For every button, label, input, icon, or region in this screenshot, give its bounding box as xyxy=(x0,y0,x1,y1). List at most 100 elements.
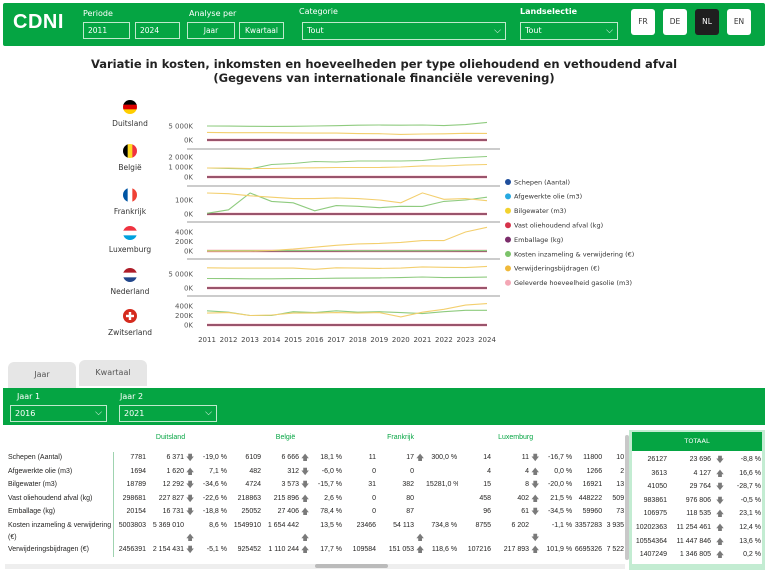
value-year1: 3357283 xyxy=(574,521,603,529)
flag-nl-icon xyxy=(123,268,137,273)
value-year1: 458 xyxy=(479,494,492,502)
value-year2: 10 xyxy=(616,454,625,461)
y-tick-label: 5 000K xyxy=(168,271,193,279)
arrow-up-icon: 🡅 xyxy=(531,493,540,503)
arrow-up-icon: 🡅 xyxy=(301,544,310,554)
value-year1: 1694 xyxy=(130,467,146,475)
value-year2: 13 xyxy=(616,481,625,488)
y-tick-label: 0K xyxy=(184,322,193,330)
x-tick-label: 2018 xyxy=(349,336,367,344)
flag-lu-icon xyxy=(123,235,137,240)
tab-kwartaal[interactable]: Kwartaal xyxy=(79,360,147,386)
country-label: Frankrijk xyxy=(114,207,147,216)
value-year1: 4 xyxy=(487,467,492,475)
row-label: Schepen (Aantal) xyxy=(5,452,114,466)
y-tick-label: 400K xyxy=(175,229,193,237)
series-bijdragen-line xyxy=(207,226,488,252)
jaar1-dropdown[interactable]: 2016 ⌵ xyxy=(10,405,107,422)
percent-change: -34,6 % xyxy=(202,481,227,488)
total-year2: 11 447 846 xyxy=(676,537,711,545)
legend-marker xyxy=(505,207,511,214)
percent-change xyxy=(425,466,458,480)
total-percent-change: -0,5 % xyxy=(740,496,761,504)
percent-change: 118,6 % xyxy=(431,545,458,553)
value-year1: 109584 xyxy=(352,545,377,553)
flag-be-icon xyxy=(123,144,128,158)
country-label: Zwitserland xyxy=(108,328,152,337)
totaal-row: 10202363 11 254 461 🡅 12,4 % xyxy=(632,522,762,536)
periode-to-input[interactable]: 2024 xyxy=(135,22,180,39)
flag-be-icon xyxy=(132,144,137,158)
y-tick-label: 100K xyxy=(175,197,193,205)
percent-change: -16,7 % xyxy=(547,454,573,461)
analyse-kwartaal-button[interactable]: Kwartaal xyxy=(239,22,284,39)
row-label: Kosten inzameling & verwijdering (€) xyxy=(5,519,114,544)
value-year1: 482 xyxy=(249,467,261,475)
jaar2-dropdown[interactable]: 2021 ⌵ xyxy=(119,405,217,422)
legend-marker xyxy=(505,179,511,185)
table-row: Verwijderingsbijdragen (€) 2456391 2 154 4… xyxy=(5,543,625,557)
value-year1: 0 xyxy=(372,467,377,475)
horizontal-scrollbar-thumb[interactable] xyxy=(315,564,388,568)
lang-nl-button[interactable]: NL xyxy=(695,9,719,35)
arrow-down-icon: 🡇 xyxy=(301,466,310,476)
value-year1: 0 xyxy=(372,494,377,502)
percent-change: 7,1 % xyxy=(209,467,227,475)
value-year1: 1549910 xyxy=(233,521,261,529)
y-tick-label: 0K xyxy=(184,248,193,256)
flag-de-icon xyxy=(123,104,137,110)
value-year1: 8755 xyxy=(475,521,492,529)
arrow-up-icon: 🡅 xyxy=(301,507,310,516)
value-year2: 1 654 442 xyxy=(267,521,299,529)
totaal-row: 3613 4 127 🡅 16,6 % xyxy=(632,468,762,482)
value-year1: 0 xyxy=(372,508,377,515)
arrow-down-icon: 🡇 xyxy=(186,480,195,489)
arrow-up-icon: 🡅 xyxy=(531,466,540,476)
value-year1: 925452 xyxy=(237,545,261,553)
flag-nl-icon xyxy=(123,277,137,282)
categorie-dropdown[interactable]: Tout ⌵ xyxy=(302,22,506,40)
vertical-scrollbar[interactable] xyxy=(625,435,629,560)
land-label: Landselectie xyxy=(520,7,578,16)
arrow-up-icon: 🡅 xyxy=(301,532,310,542)
chevron-down-icon: ⌵ xyxy=(95,408,102,418)
totaal-row: 1407249 1 346 805 🡅 0,2 % xyxy=(632,549,762,563)
analyse-jaar-button[interactable]: Jaar xyxy=(187,22,235,39)
x-tick-label: 2023 xyxy=(457,336,475,344)
arrow-up-icon: 🡅 xyxy=(715,550,725,560)
value-year1: 448222 xyxy=(578,494,603,502)
empty-arrow xyxy=(415,479,425,493)
arrow-down-icon: 🡇 xyxy=(186,507,195,516)
percent-change: -19,0 % xyxy=(202,454,227,461)
horizontal-scrollbar-track[interactable] xyxy=(5,564,625,569)
arrow-up-icon: 🡅 xyxy=(715,509,725,519)
legend-item: Vast oliehoudend afval (kg) xyxy=(514,222,603,230)
y-tick-label: 5 000K xyxy=(168,123,193,131)
x-tick-label: 2017 xyxy=(327,336,345,344)
value-year1: 23466 xyxy=(356,521,377,529)
value-year2: 6 371 xyxy=(166,454,184,461)
arrow-up-icon: 🡅 xyxy=(186,532,195,542)
series-kosten-line xyxy=(206,276,488,280)
land-dropdown[interactable]: Tout ⌵ xyxy=(520,22,618,40)
value-year1: 4724 xyxy=(245,481,261,488)
value-year2: 509 xyxy=(612,494,625,502)
value-year1: 25052 xyxy=(241,508,261,515)
series-kosten-line xyxy=(206,121,488,127)
lang-de-button[interactable]: DE xyxy=(663,9,687,35)
lang-fr-button[interactable]: FR xyxy=(631,9,655,35)
tab-jaar[interactable]: Jaar xyxy=(8,362,76,388)
arrow-up-icon: 🡅 xyxy=(715,522,725,532)
lang-en-button[interactable]: EN xyxy=(727,9,751,35)
value-year2: 3 935 xyxy=(606,521,625,529)
arrow-up-icon: 🡅 xyxy=(301,453,310,462)
total-year2: 118 535 xyxy=(686,510,711,518)
flag-be-icon xyxy=(127,144,133,158)
arrow-up-icon: 🡅 xyxy=(416,532,425,542)
x-tick-label: 2020 xyxy=(392,336,410,344)
periode-label: Periode xyxy=(83,9,113,18)
periode-from-input[interactable]: 2011 xyxy=(83,22,130,39)
x-tick-label: 2019 xyxy=(370,336,388,344)
total-percent-change: 13,6 % xyxy=(739,537,761,545)
table-country-header: Luxemburg xyxy=(498,434,534,441)
